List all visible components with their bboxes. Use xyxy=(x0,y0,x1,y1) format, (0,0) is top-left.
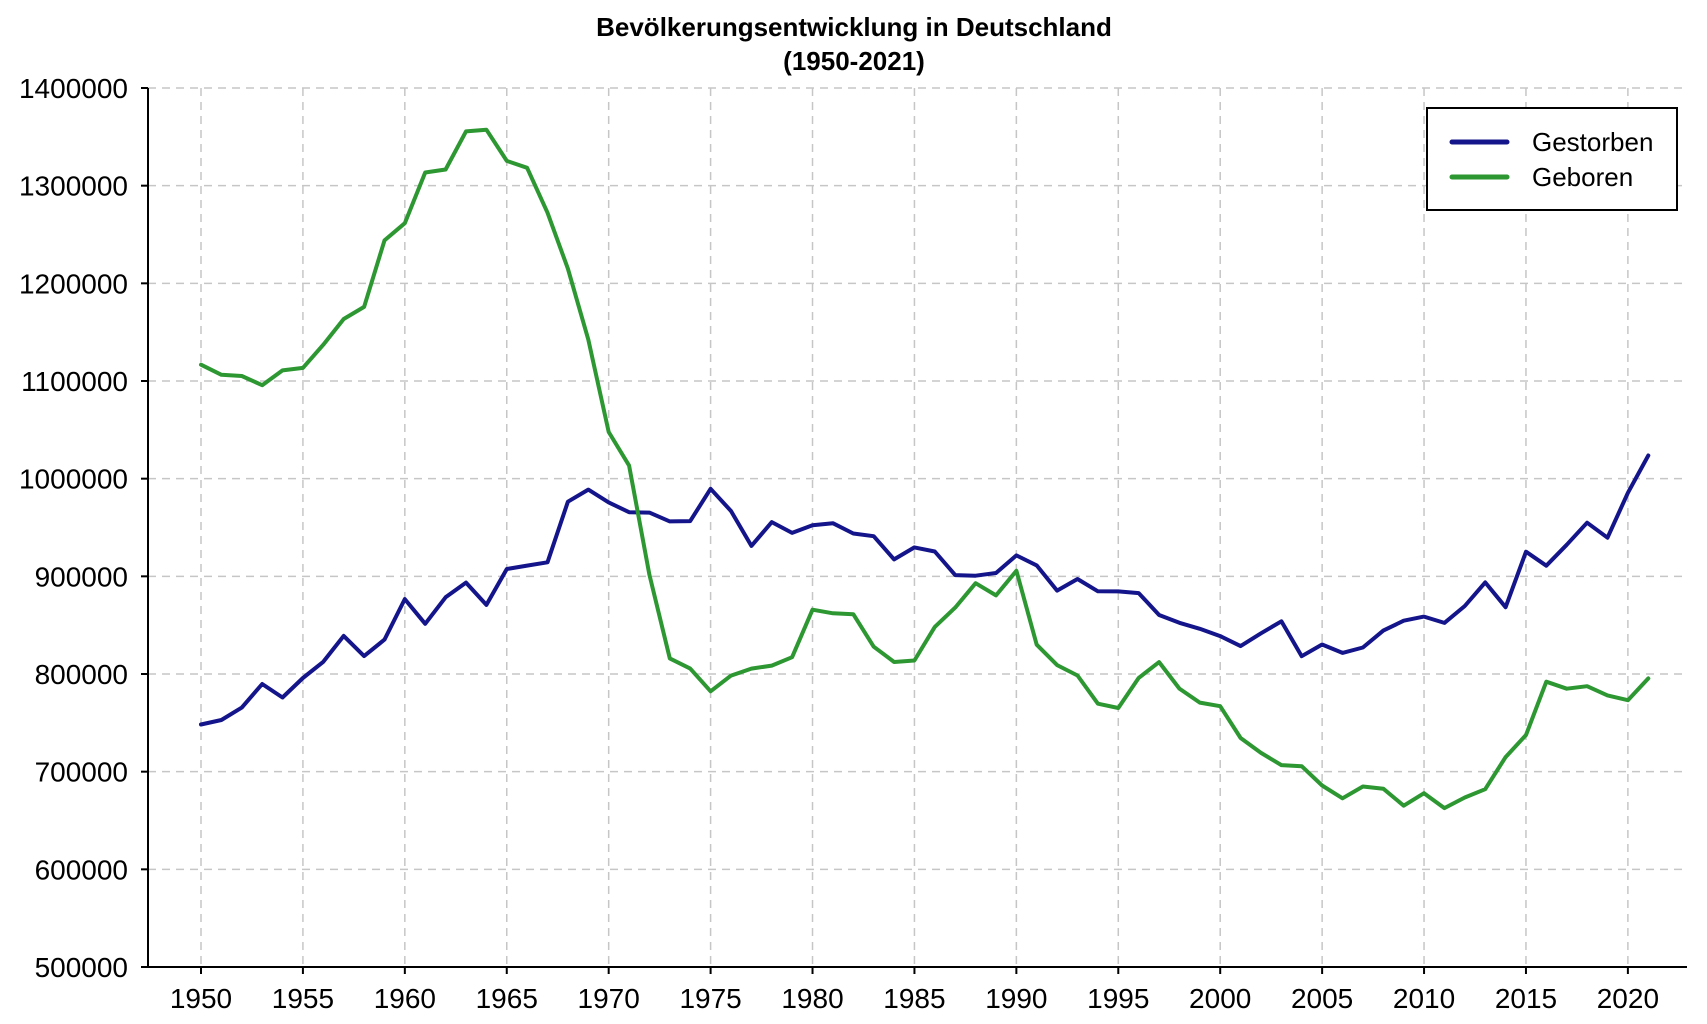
y-tick-label: 1000000 xyxy=(19,464,128,495)
y-tick-label: 900000 xyxy=(35,561,128,592)
y-tick-label: 800000 xyxy=(35,659,128,690)
x-tick-label: 1955 xyxy=(272,983,334,1014)
x-tick-label: 1975 xyxy=(679,983,741,1014)
y-tick-label: 1200000 xyxy=(19,268,128,299)
axes-spines xyxy=(147,88,1687,968)
gridlines xyxy=(148,87,1687,968)
series-line-geboren xyxy=(199,127,1651,811)
chart-title: Bevölkerungsentwicklung in Deutschland xyxy=(596,12,1112,42)
data-series-lines xyxy=(199,127,1651,811)
x-tick-label: 2015 xyxy=(1495,983,1557,1014)
chart-subtitle: (1950-2021) xyxy=(783,46,925,76)
x-tick-label: 1960 xyxy=(374,983,436,1014)
y-tick-label: 700000 xyxy=(35,757,128,788)
series-line-gestorben xyxy=(199,453,1651,727)
x-axis-tick-labels: 1950 1955 1960 1965 1970 1975 1980 1985 1990 1995… xyxy=(170,983,1659,1014)
x-tick-label: 2020 xyxy=(1597,983,1659,1014)
x-tick-label: 1985 xyxy=(883,983,945,1014)
x-tick-label: 1950 xyxy=(170,983,232,1014)
x-tick-label: 1965 xyxy=(476,983,538,1014)
x-tick-label: 1970 xyxy=(578,983,640,1014)
x-tick-label: 1995 xyxy=(1087,983,1149,1014)
legend-label-gestorben: Gestorben xyxy=(1532,127,1653,157)
legend-box xyxy=(1426,107,1678,211)
x-tick-label: 1990 xyxy=(985,983,1047,1014)
x-tick-label: 2000 xyxy=(1189,983,1251,1014)
y-tick-label: 1400000 xyxy=(19,73,128,104)
x-tick-label: 1980 xyxy=(781,983,843,1014)
x-tick-label: 2010 xyxy=(1393,983,1455,1014)
y-axis-tick-labels: 500000 600000 700000 800000 900000 1000000 110… xyxy=(19,73,128,983)
y-tick-label: 600000 xyxy=(35,854,128,885)
y-tick-label: 1100000 xyxy=(21,366,128,397)
axis-ticks xyxy=(141,87,1629,974)
y-tick-label: 500000 xyxy=(35,952,128,983)
y-tick-label: 1300000 xyxy=(19,171,128,202)
x-tick-label: 2005 xyxy=(1291,983,1353,1014)
legend: Gestorben Geboren xyxy=(1426,107,1678,211)
legend-label-geboren: Geboren xyxy=(1532,162,1633,192)
